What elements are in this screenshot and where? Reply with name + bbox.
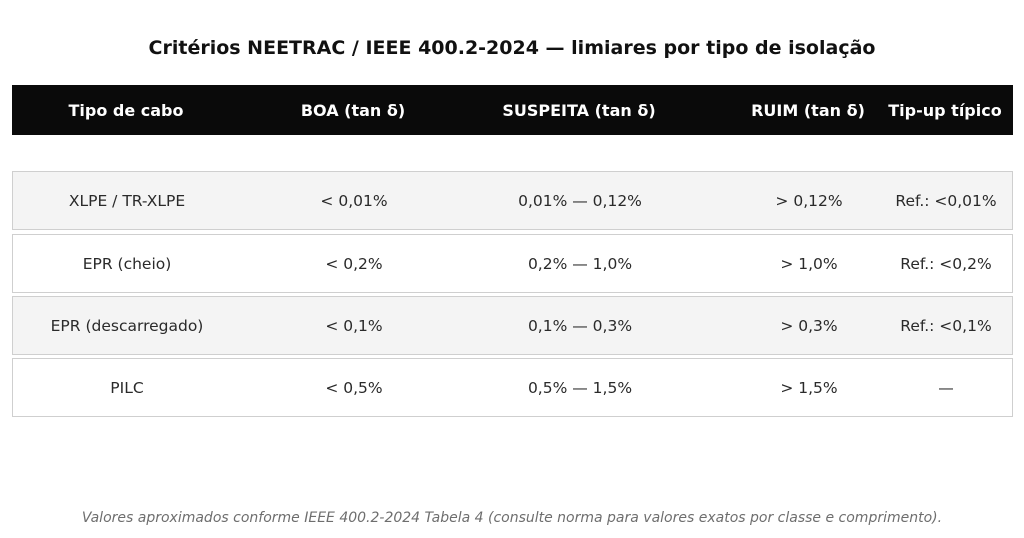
cell-cable-type: EPR (cheio) — [82, 254, 172, 273]
cell-suspect: 0,2% — 1,0% — [527, 254, 633, 273]
header-cable-type: Tipo de cabo — [68, 100, 184, 120]
cell-suspect: 0,5% — 1,5% — [527, 378, 633, 397]
footnote: Valores aproximados conforme IEEE 400.2-… — [81, 510, 943, 526]
cell-suspect: 0,01% — 0,12% — [518, 191, 642, 210]
cell-cable-type: XLPE / TR-XLPE — [68, 191, 186, 210]
cell-good: < 0,1% — [325, 316, 383, 335]
cell-tipup: Ref.: <0,01% — [895, 191, 997, 210]
header-good: BOA (tan δ) — [300, 100, 406, 120]
header-bad: RUIM (tan δ) — [751, 100, 865, 120]
cell-bad: > 0,12% — [775, 191, 843, 210]
cell-good: < 0,5% — [325, 378, 383, 397]
cell-suspect: 0,1% — 0,3% — [527, 316, 633, 335]
page-title: Critérios NEETRAC / IEEE 400.2-2024 — li… — [148, 37, 876, 59]
table-row: EPR (descarregado) < 0,1% 0,1% — 0,3% > … — [12, 296, 1013, 355]
cell-good: < 0,2% — [325, 254, 383, 273]
cell-tipup: Ref.: <0,2% — [900, 254, 992, 273]
header-tipup: Tip-up típico — [888, 100, 1002, 120]
cell-bad: > 1,5% — [780, 378, 838, 397]
cell-cable-type: EPR (descarregado) — [50, 316, 204, 335]
cell-tipup: — — [938, 378, 954, 397]
cell-bad: > 1,0% — [780, 254, 838, 273]
cell-good: < 0,01% — [320, 191, 388, 210]
table-header: Tipo de cabo BOA (tan δ) SUSPEITA (tan δ… — [12, 85, 1013, 135]
cell-cable-type: PILC — [110, 378, 144, 397]
table-row: XLPE / TR-XLPE < 0,01% 0,01% — 0,12% > 0… — [12, 171, 1013, 230]
table-row: PILC < 0,5% 0,5% — 1,5% > 1,5% — — [12, 358, 1013, 417]
header-suspect: SUSPEITA (tan δ) — [502, 100, 656, 120]
table-row: EPR (cheio) < 0,2% 0,2% — 1,0% > 1,0% Re… — [12, 234, 1013, 293]
cell-tipup: Ref.: <0,1% — [900, 316, 992, 335]
cell-bad: > 0,3% — [780, 316, 838, 335]
